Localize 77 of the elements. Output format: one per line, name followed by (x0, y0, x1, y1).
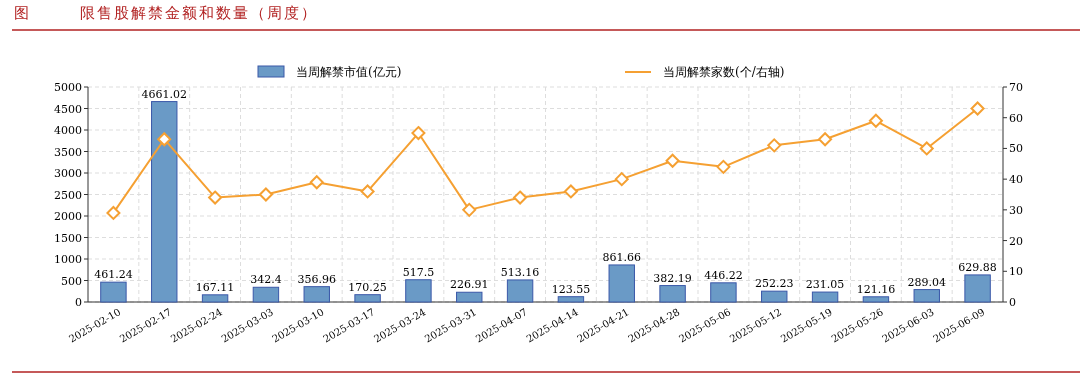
data-label: 461.24 (94, 268, 133, 282)
data-label: 226.91 (450, 278, 489, 292)
text: 图 (14, 4, 29, 22)
data-label: 356.96 (297, 272, 336, 286)
y-tick-label: 1000 (54, 253, 82, 266)
point (614, 172, 629, 187)
y-tick-label: 500 (61, 274, 82, 288)
point (970, 101, 985, 116)
data-label: 629.88 (958, 260, 997, 274)
data-label: 252.23 (755, 277, 794, 291)
bar (201, 294, 229, 303)
data-label: 4661.02 (141, 87, 187, 101)
y-tick-label: 0 (75, 296, 82, 309)
bar (252, 286, 280, 303)
y2-tick-label: 50 (1009, 142, 1023, 156)
y-tick-label: 2500 (54, 188, 82, 202)
bar (405, 279, 432, 303)
bar (964, 274, 991, 303)
y2-tick-label: 20 (1009, 234, 1023, 248)
point (258, 187, 273, 202)
y-tick-label: 2000 (54, 210, 82, 223)
y2-tick-label: 70 (1009, 81, 1023, 94)
y-tick-label: 4500 (54, 102, 82, 116)
bar (659, 285, 686, 303)
y2-tick-label: 0 (1009, 296, 1016, 309)
bar (557, 296, 585, 303)
y-tick-label: 3000 (54, 167, 82, 180)
point (360, 184, 375, 199)
data-label: 517.5 (402, 265, 435, 279)
point (157, 132, 172, 147)
data-label: 861.66 (602, 250, 641, 264)
y-tick-label: 5000 (54, 81, 82, 94)
bar (710, 282, 737, 303)
point (868, 113, 883, 128)
bar (303, 286, 330, 303)
y2-tick-label: 10 (1009, 265, 1023, 279)
bar (608, 264, 635, 303)
data-label: 123.55 (551, 282, 591, 296)
data-label: 289.04 (907, 275, 946, 289)
data-label: 446.22 (704, 268, 743, 282)
bar (100, 281, 127, 303)
y-tick-label: 3500 (54, 145, 82, 159)
point (716, 159, 731, 174)
bar (151, 101, 178, 303)
bar (506, 279, 534, 303)
legend-label: 当周解禁家数(个/右轴) (663, 65, 785, 79)
point (818, 132, 833, 147)
data-label: 342.4 (250, 273, 282, 287)
y-tick-label: 1500 (54, 231, 82, 245)
data-label: 231.05 (805, 278, 845, 292)
point (208, 190, 223, 205)
bar (761, 290, 788, 303)
point (563, 184, 578, 199)
bar (811, 291, 839, 303)
point (462, 202, 477, 217)
data-label: 513.16 (500, 265, 540, 279)
point (767, 138, 782, 153)
y2-tick-label: 40 (1009, 173, 1023, 187)
bar (456, 291, 483, 303)
data-label: 167.11 (195, 280, 235, 294)
data-label: 121.16 (856, 282, 896, 296)
point (665, 153, 680, 168)
point (411, 126, 426, 141)
point (309, 175, 324, 190)
y2-tick-label: 60 (1009, 111, 1023, 125)
y-tick-label: 4000 (54, 124, 82, 137)
point (513, 190, 528, 205)
bar (913, 289, 940, 303)
data-label: 170.25 (348, 280, 387, 294)
y2-tick-label: 30 (1009, 203, 1023, 217)
bar (354, 294, 381, 303)
chart-title: 限售股解禁金额和数量（周度） (80, 4, 318, 22)
point (106, 205, 121, 220)
data-label: 382.19 (653, 271, 692, 285)
legend-label: 当周解禁市值(亿元) (296, 65, 402, 79)
bar (862, 296, 890, 303)
point (919, 141, 934, 156)
